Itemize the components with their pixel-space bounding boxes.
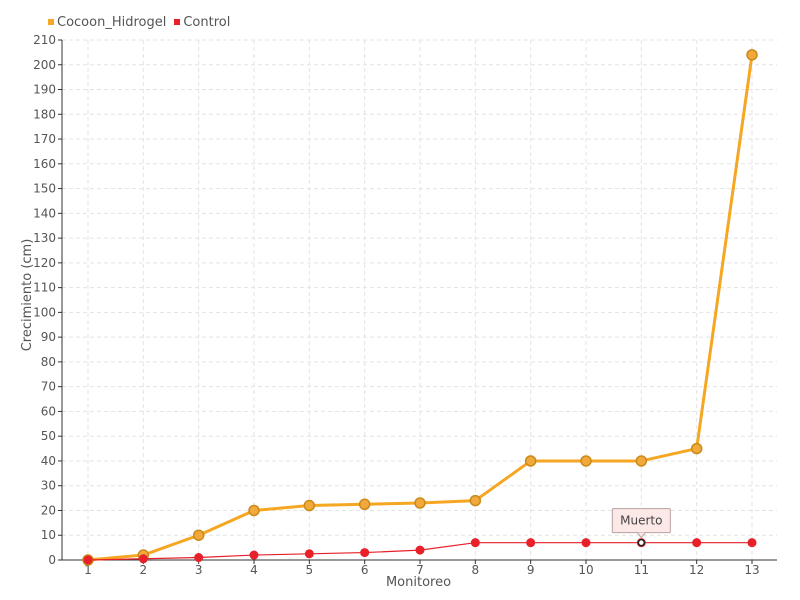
y-tick-label: 10	[41, 528, 56, 542]
data-point-control[interactable]	[194, 553, 204, 563]
data-point-cocoon-hidrogel[interactable]	[248, 504, 260, 517]
x-tick-label: 9	[527, 563, 535, 577]
x-tick-label: 12	[689, 563, 704, 577]
y-tick-label: 110	[33, 281, 56, 295]
y-tick-label: 170	[33, 132, 56, 146]
data-point-control[interactable]	[526, 538, 536, 548]
y-tick-label: 30	[41, 479, 56, 493]
x-tick-label: 8	[472, 563, 480, 577]
legend-item-control[interactable]: Control	[174, 15, 230, 30]
y-tick-label: 100	[33, 305, 56, 319]
data-point-cocoon-hidrogel[interactable]	[414, 497, 426, 509]
data-point-control[interactable]	[83, 555, 93, 565]
legend-swatch-control	[174, 19, 181, 25]
data-point-cocoon-hidrogel[interactable]	[690, 442, 703, 455]
chart-legend: Cocoon_Hidrogel Control	[48, 12, 230, 32]
data-point-cocoon-hidrogel[interactable]	[635, 455, 648, 467]
data-point-control[interactable]	[304, 549, 314, 559]
data-point-control[interactable]	[470, 538, 480, 548]
y-tick-label: 90	[41, 330, 56, 344]
data-point-cocoon-hidrogel[interactable]	[469, 494, 482, 507]
annotation-marker[interactable]	[637, 538, 646, 547]
y-tick-label: 50	[41, 429, 56, 443]
annotation-box	[611, 508, 671, 534]
data-point-control[interactable]	[692, 538, 702, 548]
y-tick-label: 190	[33, 83, 56, 97]
x-tick-label: 5	[306, 563, 314, 577]
data-point-cocoon-hidrogel[interactable]	[524, 455, 537, 467]
x-tick-label: 11	[634, 563, 649, 577]
legend-label-cocoon-hidrogel: Cocoon_Hidrogel	[57, 14, 167, 30]
data-point-control[interactable]	[249, 550, 259, 560]
x-tick-label: 2	[140, 563, 148, 577]
data-point-cocoon-hidrogel[interactable]	[580, 455, 592, 467]
legend-label-control: Control	[183, 14, 231, 30]
x-tick-label: 13	[744, 563, 759, 577]
y-axis-title: Crecimiento (cm)	[20, 239, 35, 352]
annotation-pointer	[636, 532, 646, 539]
data-point-cocoon-hidrogel[interactable]	[358, 498, 371, 511]
y-tick-label: 120	[33, 256, 56, 270]
y-tick-label: 130	[33, 231, 56, 245]
data-point-control[interactable]	[581, 538, 591, 548]
y-tick-label: 150	[33, 182, 56, 196]
x-tick-label: 7	[416, 563, 424, 577]
x-tick-label: 1	[84, 563, 92, 577]
y-tick-label: 70	[41, 380, 56, 394]
y-tick-label: 180	[33, 107, 56, 121]
x-tick-label: 10	[578, 563, 593, 577]
y-tick-label: 210	[33, 33, 56, 47]
y-tick-label: 40	[41, 454, 56, 468]
legend-swatch-cocoon-hidrogel	[48, 19, 54, 25]
y-tick-label: 60	[41, 404, 56, 418]
legend-item-cocoon-hidrogel[interactable]: Cocoon_Hidrogel	[48, 15, 166, 30]
x-axis-title: Monitoreo	[386, 575, 451, 590]
y-tick-label: 20	[41, 503, 56, 517]
y-tick-label: 80	[41, 355, 56, 369]
x-tick-label: 6	[361, 563, 369, 577]
y-tick-label: 160	[33, 157, 56, 171]
y-tick-label: 0	[48, 553, 56, 567]
data-point-control[interactable]	[360, 548, 370, 558]
data-point-control[interactable]	[138, 554, 148, 564]
data-point-cocoon-hidrogel[interactable]	[192, 529, 205, 541]
y-tick-label: 200	[33, 58, 56, 72]
x-tick-label: 3	[195, 563, 203, 577]
data-point-control[interactable]	[415, 545, 425, 555]
data-point-cocoon-hidrogel[interactable]	[303, 499, 316, 512]
data-point-control[interactable]	[747, 538, 757, 548]
x-tick-label: 4	[250, 563, 258, 577]
annotation-label: Muerto	[620, 514, 662, 528]
y-tick-label: 140	[33, 206, 56, 220]
data-point-cocoon-hidrogel[interactable]	[746, 49, 758, 61]
